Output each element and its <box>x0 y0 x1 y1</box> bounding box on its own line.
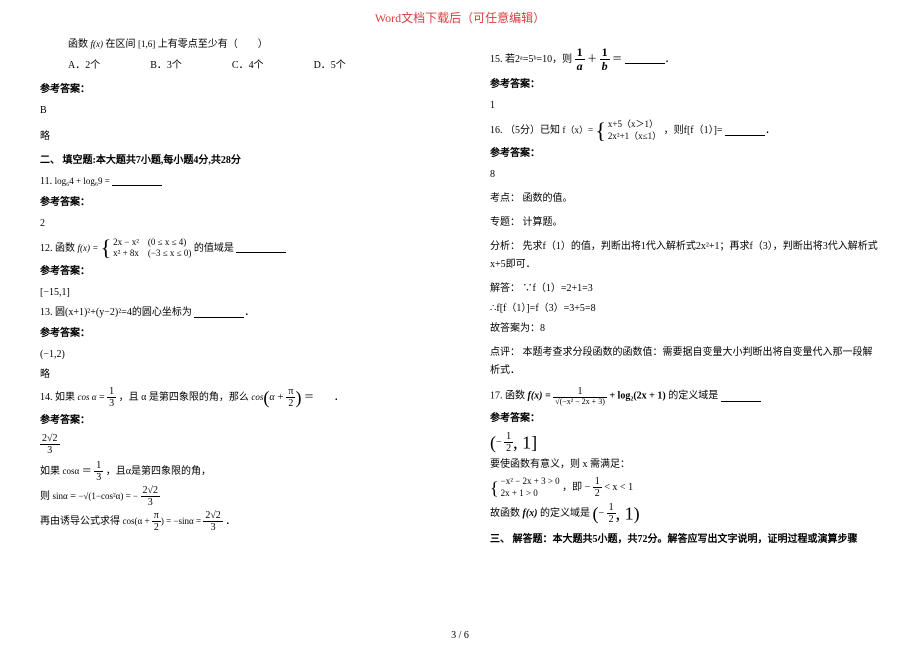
q14-work-3: 再由诱导公式求得 cos(α + π2) = −sinα = 2√23 ． <box>40 510 430 533</box>
q17-work-2: { −x² − 2x + 3 > 0 2x + 1 > 0 ，即 − 12 < … <box>490 476 880 499</box>
q14-work-2: 则 sinα = −√(1−cos²α) = − 2√23 <box>40 485 430 508</box>
answer-label: 参考答案： <box>40 412 430 430</box>
page-header: Word文档下载后（可任意编辑） <box>0 0 920 34</box>
q16-fenxi: 分析： 先求f（1）的值，判断出将1代入解析式2x²+1；再求f（3），判断出将… <box>490 238 880 274</box>
q10-options: A．2个 B．3个 C．4个 D．5个 <box>68 57 430 75</box>
q10-answer: B <box>40 102 430 120</box>
q16-dianping: 点评： 本题考查求分段函数的函数值：需要据自变量大小判断出将自变量代入那一段解析… <box>490 344 880 380</box>
answer-label: 参考答案： <box>490 145 880 163</box>
q14-answer: 2√23 <box>40 433 430 456</box>
q10-stem: 函数 f(x) 在区间 [1,6] 上有零点至少有（ ） <box>68 36 430 54</box>
q13-note: 略 <box>40 366 430 384</box>
q13-stem: 13. 圆(x+1)²+(y−2)²=4的圆心坐标为 ． <box>40 304 430 322</box>
q10-opt-d: D．5个 <box>314 57 346 75</box>
q11-stem: 11. log₆4 + log₆9 = <box>40 173 430 191</box>
q17-work-3: 故函数 f(x) 的定义域是 (− 12, 1) <box>490 502 880 525</box>
q14-stem: 14. 如果 cos α = 13 ，且 α 是第四象限的角，那么 cos(α … <box>40 386 430 409</box>
q15-stem: 15. 若2ᵃ=5ᵇ=10，则 1a ＋ 1b ＝ ． <box>490 46 880 73</box>
q14-work-1: 如果 cosα ＝ 13 ，且α是第四象限的角， <box>40 460 430 483</box>
q12-answer: [−15,1] <box>40 284 430 302</box>
page-footer: 3 / 6 <box>0 627 920 645</box>
section-3-title: 三、 解答题：本大题共5小题，共72分。解答应写出文字说明，证明过程或演算步骤 <box>490 531 880 549</box>
q16-stem: 16. （5分）已知 f（x）= { x+5（x＞1） 2x²+1（x≤1） ，… <box>490 119 880 142</box>
q16-kaodian: 考点： 函数的值。 <box>490 190 880 208</box>
answer-label: 参考答案： <box>40 263 430 281</box>
q13-answer: (−1,2) <box>40 346 430 364</box>
q10-opt-b: B．3个 <box>150 57 182 75</box>
q15-answer: 1 <box>490 97 880 115</box>
q17-work-1: 要使函数有意义，则 x 需满足： <box>490 456 880 474</box>
q12-stem: 12. 函数 f(x) = { 2x − x² (0 ≤ x ≤ 4) x² +… <box>40 237 430 260</box>
answer-label: 参考答案： <box>490 410 880 428</box>
q17-answer: (− 12, 1] <box>490 431 880 454</box>
q16-zhuanti: 专题： 计算题。 <box>490 214 880 232</box>
q10-opt-a: A．2个 <box>68 57 100 75</box>
q16-jieda-3: 故答案为：8 <box>490 320 880 338</box>
q16-jieda: 解答： ∵f（1）=2+1=3 <box>490 280 880 298</box>
q11-answer: 2 <box>40 215 430 233</box>
answer-label: 参考答案： <box>40 325 430 343</box>
q10-note: 略 <box>40 128 430 146</box>
answer-label: 参考答案： <box>490 76 880 94</box>
q16-jieda-2: ∴f[f（1）]=f（3）=3+5=8 <box>490 300 880 318</box>
q10-opt-c: C．4个 <box>232 57 264 75</box>
answer-label: 参考答案： <box>40 81 430 99</box>
answer-label: 参考答案： <box>40 194 430 212</box>
left-column: 函数 f(x) 在区间 [1,6] 上有零点至少有（ ） A．2个 B．3个 C… <box>40 34 430 552</box>
right-column: 15. 若2ᵃ=5ᵇ=10，则 1a ＋ 1b ＝ ． 参考答案： 1 16. … <box>490 34 880 552</box>
q17-stem: 17. 函数 f(x) = 1√(−x² − 2x + 3) + log₂(2x… <box>490 386 880 407</box>
page-columns: 函数 f(x) 在区间 [1,6] 上有零点至少有（ ） A．2个 B．3个 C… <box>0 34 920 552</box>
section-2-title: 二、 填空题:本大题共7小题,每小题4分,共28分 <box>40 152 430 170</box>
q16-answer: 8 <box>490 166 880 184</box>
